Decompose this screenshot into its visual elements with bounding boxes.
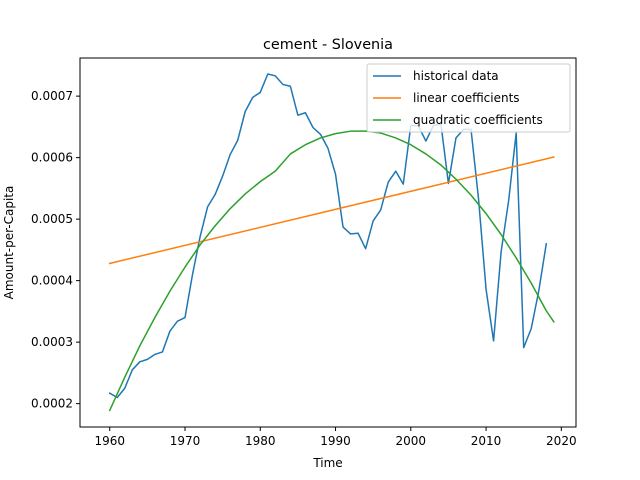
series-line-quadratic-coefficients: [108, 130, 555, 412]
x-axis-label: Time: [312, 456, 342, 470]
series-line-linear-coefficients: [108, 156, 555, 265]
axes-frame: [79, 57, 577, 428]
legend: historical data linear coefficients quadra…: [366, 63, 571, 133]
y-tick-label: 0.0004: [31, 274, 73, 288]
legend-label: historical data: [413, 69, 499, 83]
legend-label: quadratic coefficients: [413, 113, 543, 127]
x-tick-label: 2020: [546, 434, 577, 448]
x-tick-label: 2000: [396, 434, 427, 448]
legend-label: linear coefficients: [413, 91, 520, 105]
y-tick-label: 0.0007: [31, 89, 73, 103]
y-tick-label: 0.0002: [31, 397, 73, 411]
x-tick-label: 1990: [320, 434, 351, 448]
x-tick-label: 1980: [245, 434, 276, 448]
x-tick-label: 2010: [471, 434, 502, 448]
chart-title: cement - Slovenia: [263, 37, 393, 53]
series-line-historical-data: [108, 73, 548, 399]
y-axis-ticks: 0.0002 0.0003 0.0004 0.0005 0.0006 0.0007: [31, 89, 80, 411]
x-tick-label: 1960: [94, 434, 125, 448]
y-tick-label: 0.0005: [31, 212, 73, 226]
x-axis-ticks: 1960 1970 1980 1990 2000 2010 2020: [94, 427, 577, 448]
x-tick-label: 1970: [170, 434, 201, 448]
y-tick-label: 0.0003: [31, 335, 73, 349]
y-tick-label: 0.0006: [31, 151, 73, 165]
y-axis-label: Amount-per-Capita: [2, 186, 16, 300]
series-lines: [108, 73, 555, 412]
legend-box: [366, 63, 571, 133]
